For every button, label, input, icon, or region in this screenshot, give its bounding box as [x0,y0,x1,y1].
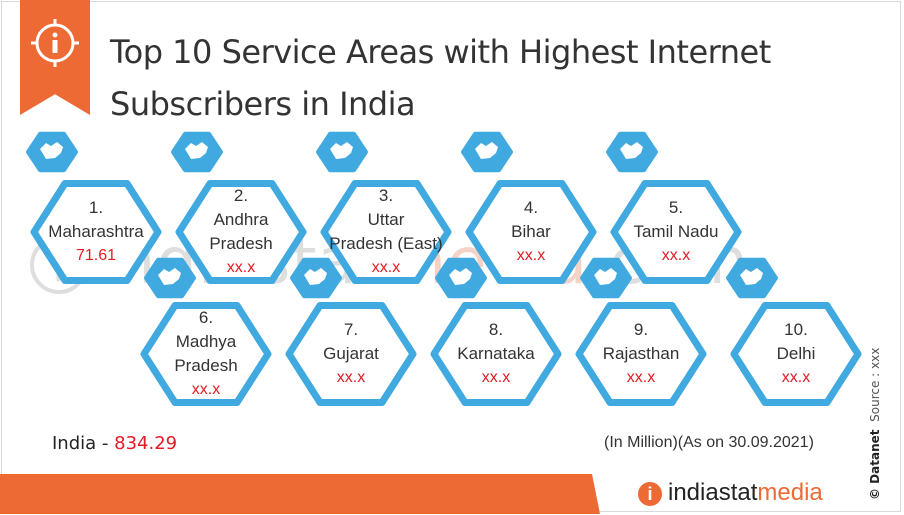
hexagon-layer [26,131,862,406]
rank: 7. [343,320,359,339]
area-name-line1: Rajasthan [602,344,680,363]
service-area-8: 8. Karnataka xx.x [446,318,546,390]
state-map-icon-10 [726,257,778,299]
area-name-line1: Delhi [776,344,816,363]
area-name-line1: Uttar [367,210,405,229]
area-value: 71.61 [75,247,117,264]
state-map-icon-2 [171,131,223,173]
unit-note: (In Million)(As on 30.09.2021) [604,434,814,452]
state-map-icon-6 [144,257,196,299]
service-area-9: 9. Rajasthan xx.x [591,318,691,390]
service-area-5: 5. Tamil Nadu xx.x [626,196,726,268]
hexagon-badge-4 [465,180,597,284]
footer-logo: i indiastatmedia [638,479,823,507]
india-total: India - 834.29 [52,433,177,454]
rank: 1. [88,198,104,217]
area-name-line1: Tamil Nadu [633,222,719,241]
area-value: xx.x [481,369,511,386]
area-value: xx.x [781,369,811,386]
area-name-line2: Pradesh [209,234,273,253]
area-name-line1: Maharashtra [48,222,144,241]
area-value: xx.x [371,259,401,276]
area-value: xx.x [516,247,546,264]
page-title: Top 10 Service Areas with Highest Intern… [110,26,810,130]
state-map-icon-8 [435,257,487,299]
area-value: xx.x [626,369,656,386]
rank: 5. [668,198,684,217]
service-area-4: 4. Bihar xx.x [481,196,581,268]
service-area-1: 1. Maharashtra 71.61 [46,196,146,268]
rank: 3. [378,186,394,205]
state-map-icon-1 [26,131,78,173]
service-area-6: 6. Madhya Pradesh xx.x [156,306,256,402]
hexagon-badge-6 [140,302,272,406]
service-area-10: 10. Delhi xx.x [746,318,846,390]
hexagon-badge-7 [285,302,417,406]
hexagon-badge-5 [610,180,742,284]
source-text: Source : xxx [868,347,882,422]
area-value: xx.x [336,369,366,386]
footer-bar [0,474,600,514]
logo-icon: i [638,481,662,506]
total-label: India [52,433,97,454]
state-map-icon-9 [580,257,632,299]
hexagon-badge-1 [30,180,162,284]
state-map-icon-5 [606,131,658,173]
title-line-2: Subscribers in India [110,85,416,123]
area-value: xx.x [661,247,691,264]
rank: 10. [784,320,808,339]
area-value: xx.x [191,381,221,398]
area-name-line1: Bihar [511,222,551,241]
rank: 9. [633,320,649,339]
area-name-line1: Andhra [213,210,269,229]
area-name-line2: Pradesh (East) [329,234,443,253]
area-name-line1: Madhya [175,332,237,351]
hexagon-badge-9 [575,302,707,406]
area-value: xx.x [226,259,256,276]
total-value: 834.29 [114,433,178,454]
total-separator: - [101,433,109,454]
hexagon-badge-2 [175,180,307,284]
unit-label: (In Million) [604,434,678,451]
service-area-2: 2. Andhra Pradesh xx.x [191,184,291,280]
area-name-line2: Pradesh [174,356,238,375]
state-map-icon-7 [290,257,342,299]
service-area-3: 3. Uttar Pradesh (East) xx.x [326,184,446,280]
title-line-1: Top 10 Service Areas with Highest Intern… [110,33,771,71]
rank: 6. [198,308,214,327]
service-area-7: 7. Gujarat xx.x [301,318,401,390]
hexagon-badge-8 [430,302,562,406]
state-map-icon-4 [461,131,513,173]
state-map-icon-3 [316,131,368,173]
as-on-date: (As on 30.09.2021) [677,434,814,451]
info-icon [31,19,79,67]
area-name-line1: Gujarat [323,344,379,363]
hexagon-badge-3 [320,180,452,284]
source-note: © Datanet Source : xxx [868,348,882,500]
rank: 4. [523,198,539,217]
logo-part2: media [757,479,823,506]
logo-part1: indiastat [668,479,758,506]
rank: 2. [233,186,249,205]
hexagon-badge-10 [730,302,862,406]
brand-credit: © Datanet [868,429,882,501]
area-name-line1: Karnataka [457,344,535,363]
rank: 8. [488,320,504,339]
